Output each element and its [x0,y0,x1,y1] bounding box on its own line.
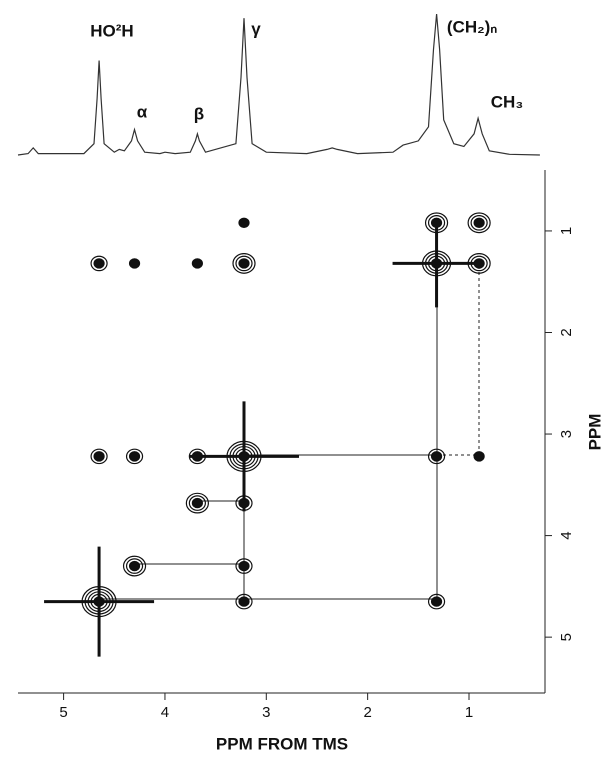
contour-ridge [189,401,300,512]
contour-ring [427,448,446,465]
contour-ring [235,255,253,272]
peak-label: (CH₂)ₙ [447,17,497,36]
contour-ring [235,495,253,511]
contour-ring [232,253,256,274]
contour-ring [427,593,446,610]
contour-ring [191,497,203,509]
contour-ring [430,451,443,462]
peak-label: β [194,104,204,123]
x-tick-label: 2 [363,704,371,721]
y-tick-label: 5 [558,633,575,641]
contour-ring [467,253,491,274]
contour-ring [473,258,485,269]
y-tick-label: 3 [558,430,575,438]
peak-label: γ [251,19,261,38]
contour-ring [238,217,250,229]
contour-ring [93,258,105,269]
contour-ring [185,492,209,514]
x-axis-title: PPM FROM TMS [216,734,348,753]
x-tick-label: 5 [59,704,67,721]
contour-ring [122,555,147,577]
x-tick-label: 1 [465,704,473,721]
contour-ring [473,451,485,462]
contour-ring [90,448,108,465]
contour-ring [188,448,206,465]
contour-ring [93,451,105,462]
contour-ring [238,258,250,269]
contour-ring [424,212,449,234]
contour-ring [125,558,144,574]
contour-ring [128,258,141,269]
spectrum-line [17,13,540,156]
contour-ring [473,217,485,229]
contour-ring [235,558,253,574]
contour-ring [470,255,488,272]
contour-ring [430,596,443,607]
contour-ring [467,212,491,234]
x-tick-label: 4 [161,704,169,721]
y-tick-label: 2 [558,328,575,336]
contour-ring [430,217,443,229]
peak-label: CH₃ [491,92,523,111]
contour-ring [427,215,446,231]
contour-ring [191,258,203,269]
contour-ring [238,596,250,607]
contour-ridge [44,546,155,657]
y-axis-title: PPM [585,414,604,451]
contour-ring [125,448,144,465]
y-tick-label: 4 [558,531,575,539]
peak-label: HO²H [90,21,133,40]
contour-ring [188,495,206,511]
peak-label: α [137,102,148,121]
contour-ring [128,560,141,572]
contour-ring [128,451,141,462]
contour-ring [470,215,488,231]
y-tick-label: 1 [558,227,575,235]
contour-ring [238,560,250,572]
contour-ring [191,451,203,462]
connectivity [99,263,480,600]
contour-ridge [392,219,481,308]
contour-ring [90,255,108,272]
contour-ring [238,497,250,509]
contour-ring [235,593,253,610]
x-tick-label: 3 [262,704,270,721]
